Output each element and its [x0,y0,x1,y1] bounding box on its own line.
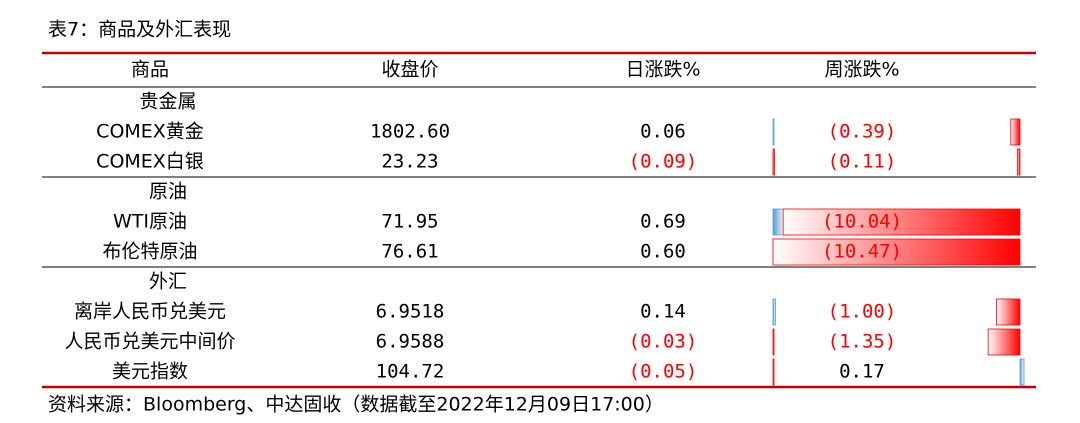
daily-bar [772,148,775,176]
column-header: 日涨跌% [625,59,700,81]
row-name: COMEX白银 [96,151,204,173]
daily-change: (0.05) [629,361,698,383]
daily-bar [772,328,775,356]
weekly-change: (10.04) [822,211,902,233]
row-name: 离岸人民币兑美元 [74,301,226,323]
group-name: 贵金属 [139,91,196,113]
close-price: 104.72 [376,361,445,383]
close-price: 71.95 [381,211,438,233]
daily-change: 0.69 [640,211,686,233]
group-name: 原油 [149,181,187,203]
daily-bar [772,118,775,146]
daily-change: 0.60 [640,241,686,263]
row-name: 人民币兑美元中间价 [64,331,235,353]
daily-change: (0.09) [629,151,698,173]
close-price: 6.9588 [376,331,445,353]
close-price: 1802.60 [370,121,450,143]
weekly-bar [1010,118,1021,146]
table-title: 表7：商品及外汇表现 [48,19,231,41]
daily-change: 0.06 [640,121,686,143]
column-header: 周涨跌% [824,59,899,81]
row-name: WTI原油 [113,211,187,233]
row-name: COMEX黄金 [96,121,204,143]
column-header: 商品 [131,59,169,81]
daily-change: (0.03) [629,331,698,353]
daily-change: 0.14 [640,301,686,323]
weekly-bar [772,238,1021,266]
weekly-change: (0.39) [828,121,897,143]
weekly-change: (1.00) [828,301,897,323]
column-header: 收盘价 [381,59,438,81]
row-name: 布伦特原油 [102,241,197,263]
weekly-change: (0.11) [828,151,897,173]
weekly-change: (10.47) [822,241,902,263]
weekly-bar [987,328,1021,356]
close-price: 23.23 [381,151,438,173]
weekly-bar [1017,148,1021,176]
group-name: 外汇 [149,271,187,293]
close-price: 76.61 [381,241,438,263]
row-name: 美元指数 [112,361,188,383]
close-price: 6.9518 [376,301,445,323]
weekly-bar [996,298,1021,326]
weekly-change: (1.35) [828,331,897,353]
daily-bar [772,298,776,326]
weekly-bar [1019,358,1025,386]
daily-bar [772,358,775,386]
source-note: 资料来源：Bloomberg、中达固收（数据截至2022年12月09日17:00… [48,394,664,416]
weekly-bar [782,208,1021,236]
weekly-change: 0.17 [839,361,885,383]
